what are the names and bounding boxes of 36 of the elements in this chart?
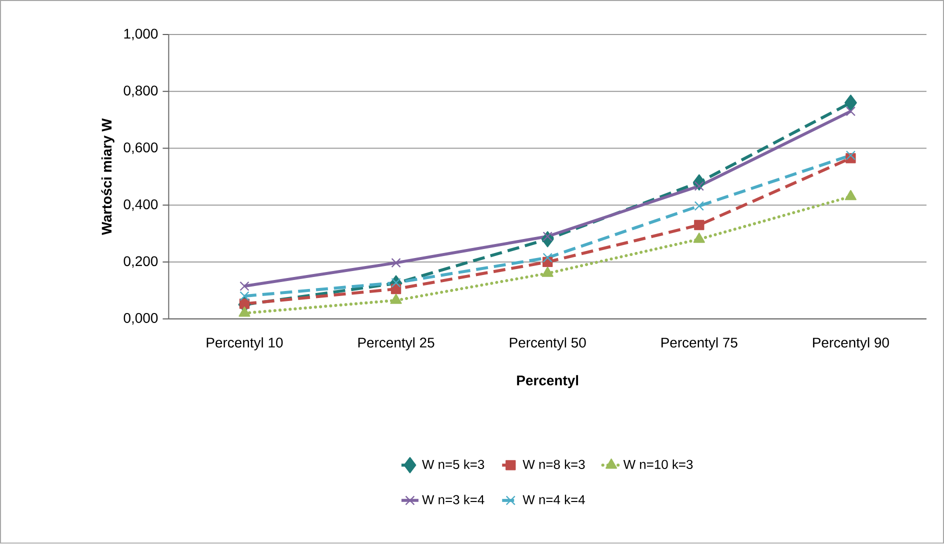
point (844, 190, 856, 200)
point (846, 106, 856, 116)
legend-label: W n=3 k=4 (422, 494, 484, 504)
x-tick-label: Percentyl 50 (510, 338, 586, 351)
point (844, 94, 857, 112)
y-tick-label: 0,200 (124, 256, 158, 268)
x-tick-label: Percentyl 75 (661, 338, 738, 351)
point (694, 220, 704, 230)
x-axis-title: Percentyl (517, 375, 578, 388)
point (693, 232, 705, 244)
point (391, 258, 401, 268)
legend-label: W n=4 k=4 (522, 494, 585, 504)
x-tick-label: Percentyl 90 (813, 338, 889, 351)
point (542, 266, 554, 278)
point (240, 282, 250, 292)
point (239, 298, 250, 310)
legend-label: W n=8 k=3 (522, 460, 585, 470)
point (240, 291, 250, 302)
x-tick-label: Percentyl 10 (206, 338, 283, 351)
legend-label: W n=5 k=3 (422, 460, 484, 470)
point (542, 253, 552, 263)
y-tick-label: 0,800 (124, 86, 158, 98)
y-tick-label: 0,600 (124, 142, 158, 154)
x-tick-label: Percentyl 25 (358, 338, 434, 351)
point (846, 150, 856, 160)
legend-label: W n=10 k=3 (623, 460, 693, 470)
y-tick-label: 0,000 (124, 313, 158, 325)
point (391, 278, 401, 288)
point (542, 232, 552, 242)
y-tick-label: 1,000 (124, 28, 158, 41)
point (238, 306, 250, 317)
y-axis-title: Wartości miary W (101, 118, 114, 236)
point (694, 181, 704, 192)
point (390, 294, 402, 304)
y-tick-label: 0,400 (124, 200, 158, 212)
point (694, 201, 704, 212)
